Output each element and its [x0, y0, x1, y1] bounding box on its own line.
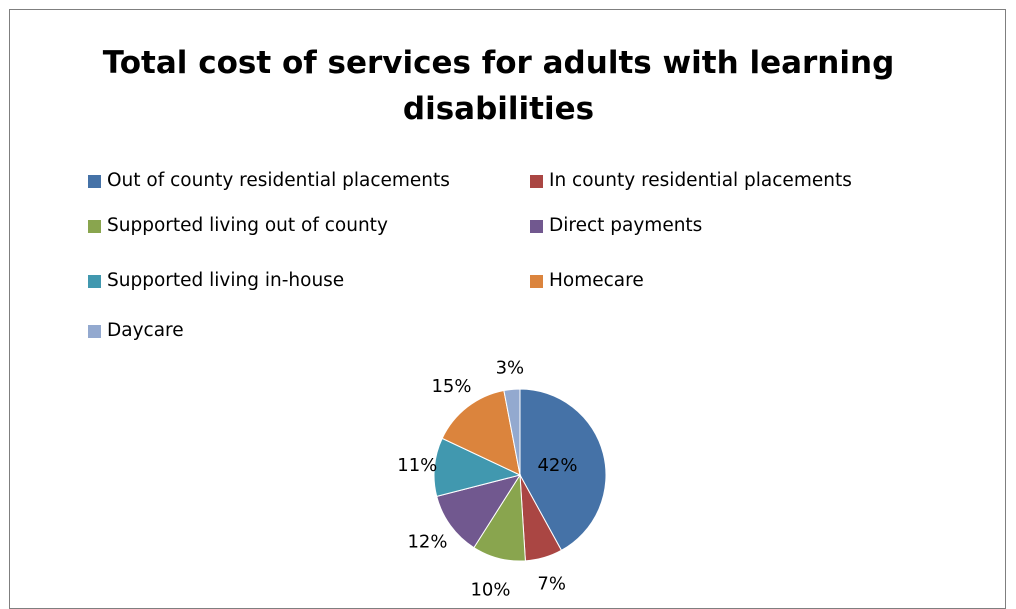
legend-label: In county residential placements — [549, 170, 852, 191]
pie-slice-daycare — [503, 388, 521, 476]
legend-label: Daycare — [107, 320, 184, 341]
legend-swatch — [88, 275, 101, 288]
legend-label: Out of county residential placements — [107, 170, 450, 191]
data-label-daycare: 3% — [496, 358, 525, 379]
legend-swatch — [88, 325, 101, 338]
data-label-supported-living-in-house: 11% — [397, 455, 437, 476]
legend-swatch — [530, 220, 543, 233]
legend-swatch — [88, 175, 101, 188]
chart-title: Total cost of services for adults with l… — [102, 45, 895, 127]
legend-label: Supported living in-house — [107, 270, 345, 291]
pie-slice-out-of-county-residential-placements — [519, 388, 607, 552]
legend-label: Direct payments — [549, 215, 703, 236]
pie-slice-direct-payments — [436, 474, 522, 549]
data-label-in-county-residential-placements: 7% — [537, 574, 566, 595]
legend-swatch — [88, 220, 101, 233]
data-label-homecare: 15% — [431, 376, 471, 397]
data-label-out-of-county-residential-placements: 42% — [537, 455, 577, 476]
legend-label: Supported living out of county — [107, 215, 388, 236]
legend-label: Homecare — [549, 270, 644, 291]
data-label-direct-payments: 12% — [407, 532, 447, 553]
pie-slice-homecare — [441, 389, 521, 476]
legend-swatch — [530, 275, 543, 288]
legend-swatch — [530, 175, 543, 188]
data-label-supported-living-out-of-county: 10% — [470, 580, 510, 599]
